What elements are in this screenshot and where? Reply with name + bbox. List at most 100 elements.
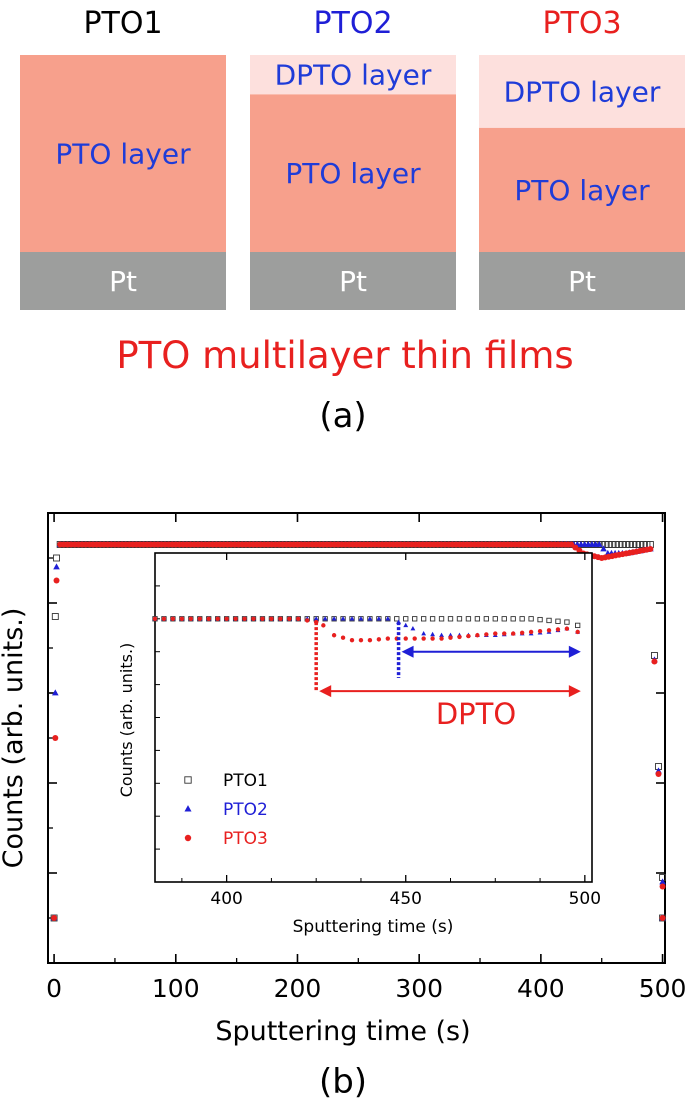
inset-point-pto2 [367, 616, 373, 621]
main-chart: 0 100 200 300 400 500 Sputtering time (s) Count… [0, 512, 687, 1047]
main-point-pto2 [659, 878, 666, 885]
inset-point-pto3 [412, 636, 417, 641]
inset-point-pto2 [376, 616, 382, 621]
main-point-pto3 [52, 735, 59, 741]
main-x-tick-label: 200 [274, 974, 322, 1003]
dpto-layer-pto3 [479, 55, 685, 128]
inset-point-pto3 [448, 635, 453, 640]
pt-layer-label-pto2: Pt [339, 265, 367, 298]
inset-point-pto3 [161, 616, 167, 621]
inset-point-pto1 [420, 616, 427, 622]
inset-point-pto1 [519, 616, 525, 622]
pt-layer-label-pto1: Pt [109, 265, 137, 298]
main-point-pto1 [636, 541, 644, 548]
legend-label-pto3: PTO3 [223, 829, 268, 849]
inset-point-pto1 [394, 616, 400, 622]
inset-point-pto2 [322, 616, 328, 621]
main-x-tick-label: 0 [46, 974, 62, 1003]
panel-a-label: (a) [319, 396, 366, 436]
inset-point-pto3 [349, 637, 355, 643]
inset-point-pto2 [313, 616, 319, 621]
inset-point-pto2 [385, 616, 391, 621]
inset-point-pto2 [403, 622, 409, 628]
pto3-dpto-arrow-head-right [568, 685, 581, 698]
inset-x-tick-label: 400 [210, 889, 242, 909]
main-point-pto2 [595, 540, 603, 547]
pto-layer-label-pto2: PTO layer [285, 157, 421, 190]
inset-point-pto2 [439, 632, 444, 638]
main-x-tick-label: 300 [395, 974, 443, 1003]
inset-point-pto3 [502, 631, 507, 636]
inset-point-pto3 [358, 637, 364, 643]
dpto-annotation: DPTO [436, 697, 516, 731]
inset-point-pto3 [287, 616, 292, 621]
inset-x-axis-label: Sputtering time (s) [293, 917, 454, 937]
main-point-pto2 [53, 563, 60, 570]
inset-point-pto3 [528, 629, 534, 635]
sample-title-pto1: PTO1 [83, 6, 162, 41]
inset-point-pto3 [305, 618, 310, 623]
inset-point-pto1 [492, 616, 498, 622]
inset-point-pto1 [528, 616, 534, 622]
inset-point-pto3 [537, 628, 543, 634]
inset-point-pto3 [278, 616, 283, 621]
inset-point-pto1 [546, 617, 552, 624]
inset-point-pto3 [179, 616, 185, 621]
main-point-pto2 [600, 545, 607, 552]
inset-point-pto3 [367, 637, 373, 643]
dpto-layer-label-pto2: DPTO layer [275, 59, 432, 92]
panel-b-label: (b) [319, 1062, 367, 1102]
inset-point-pto1 [429, 616, 436, 622]
inset-point-pto1 [465, 616, 472, 622]
inset-point-pto1 [575, 622, 581, 629]
inset-point-pto3 [466, 633, 471, 639]
inset-point-pto3 [564, 626, 570, 631]
pto2-dpto-arrow-head-right [568, 645, 581, 658]
main-point-pto1 [53, 554, 60, 562]
main-point-pto3 [53, 577, 60, 584]
pt-layer-pto3 [479, 252, 685, 310]
inset-point-pto3 [546, 628, 552, 633]
inset-point-pto2 [358, 616, 364, 621]
main-point-pto3 [651, 658, 658, 665]
inset-point-pto3 [519, 630, 525, 635]
inset-point-pto1 [564, 619, 570, 625]
inset-point-pto3 [385, 636, 391, 641]
inset-point-pto3 [403, 636, 408, 641]
inset-point-pto3 [251, 616, 256, 621]
inset-y-axis-label: Counts (arb. units.) [117, 643, 136, 798]
inset-point-pto1 [456, 616, 463, 622]
inset-point-pto1 [412, 616, 418, 622]
inset-point-pto1 [438, 616, 445, 622]
pto3-dpto-arrow-head-left [319, 685, 332, 698]
inset-point-pto2 [410, 626, 416, 631]
inset-point-pto2 [421, 630, 427, 636]
inset-point-pto3 [269, 616, 274, 621]
inset-point-pto3 [206, 616, 211, 621]
inset-point-pto2 [349, 616, 355, 621]
inset-point-pto3 [260, 616, 265, 621]
inset-point-pto1 [537, 616, 543, 623]
panel-a-caption: PTO multilayer thin films [116, 334, 573, 377]
inset-point-pto3 [321, 623, 326, 628]
main-point-pto1 [608, 541, 616, 548]
inset-point-pto3 [242, 616, 247, 621]
inset-plot-frame [154, 552, 593, 883]
inset-point-pto2 [340, 616, 346, 621]
inset-point-pto3 [152, 616, 158, 621]
main-point-pto1 [605, 541, 613, 548]
legend-marker-pto1 [184, 776, 192, 784]
main-point-pto2 [52, 689, 59, 696]
inset-point-pto3 [421, 636, 426, 641]
main-point-pto1 [626, 541, 633, 548]
inset-point-pto3 [296, 616, 301, 621]
pto2-dpto-arrow [401, 645, 581, 658]
dpto-layer-label-pto3: DPTO layer [504, 75, 661, 108]
main-x-tick-label: 500 [639, 974, 687, 1003]
pto-layer-pto3 [479, 127, 685, 252]
sample-title-pto2: PTO2 [313, 6, 392, 41]
inset-point-pto3 [439, 636, 444, 641]
inset-point-pto3 [457, 634, 462, 640]
main-y-axis-label: Counts (arb. units.) [0, 608, 29, 869]
